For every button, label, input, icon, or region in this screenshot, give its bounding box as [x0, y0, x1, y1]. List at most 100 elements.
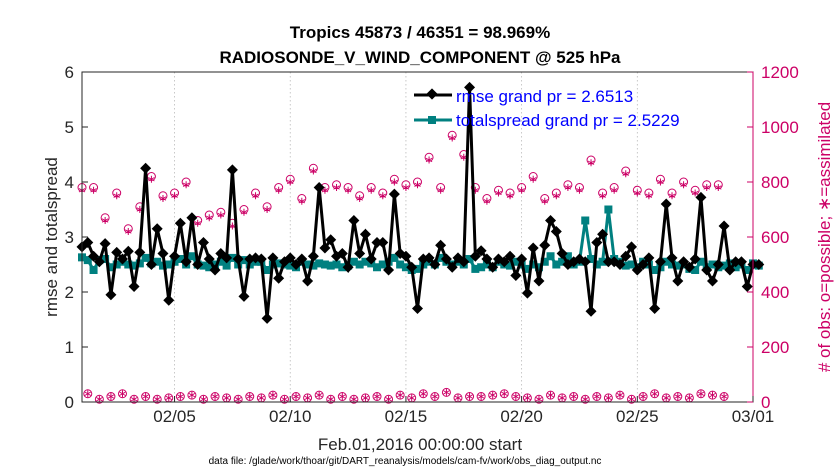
rmse-point — [626, 241, 638, 253]
obs-assimilated-point — [177, 393, 184, 400]
obs-possible-point — [326, 394, 336, 404]
obs-assimilated-point — [610, 186, 618, 194]
obs-assimilated-point — [500, 390, 508, 398]
x-tick-label: 02/05 — [153, 407, 196, 426]
obs-assimilated-point — [414, 181, 421, 189]
obs-assimilated-point — [605, 394, 612, 402]
obs-possible-point — [245, 392, 255, 401]
obs-assimilated-point — [477, 393, 485, 400]
rmse-point — [325, 234, 337, 246]
rmse-point — [735, 256, 747, 268]
obs-assimilated-point — [489, 391, 496, 399]
y-left-tick-label: 1 — [65, 338, 74, 357]
spread-point — [529, 260, 538, 269]
rmse-point — [238, 290, 250, 302]
obs-assimilated-point — [709, 391, 716, 399]
legend-rmse-label: rmse grand pr = 2.6513 — [456, 87, 633, 106]
rmse-point — [383, 264, 395, 276]
rmse-point — [336, 248, 348, 259]
obs-assimilated-point — [651, 390, 658, 398]
rmse-point — [105, 289, 117, 301]
spread-point — [621, 261, 630, 270]
rmse-point — [192, 259, 204, 270]
spread-point — [662, 257, 671, 266]
rmse-point — [649, 303, 661, 314]
spread-point — [396, 260, 405, 269]
rmse-point — [660, 198, 672, 210]
obs-assimilated-point — [639, 393, 647, 400]
obs-assimilated-point — [720, 393, 728, 400]
obs-assimilated-point — [246, 393, 254, 400]
rmse-point — [654, 256, 666, 268]
obs-possible-point — [198, 394, 208, 404]
obs-assimilated-point — [159, 195, 167, 202]
spread-point — [627, 260, 636, 269]
spread-point — [540, 257, 549, 266]
rmse-point — [753, 259, 765, 270]
spread-point — [604, 205, 613, 214]
obs-assimilated-point — [333, 184, 340, 191]
rmse-point — [313, 182, 325, 193]
rmse-point — [481, 253, 493, 265]
spread-point — [326, 261, 335, 270]
rmse-point — [221, 252, 233, 264]
spread-point — [563, 252, 572, 261]
rmse-point — [255, 253, 267, 265]
obs-assimilated-point — [634, 189, 641, 197]
rmse-point — [365, 253, 377, 265]
spread-point — [315, 259, 324, 268]
x-axis-label: Feb.01,2016 00:00:00 start — [318, 435, 522, 454]
spread-point — [124, 260, 133, 269]
obs-possible-point — [696, 389, 706, 399]
rmse-point — [307, 250, 319, 262]
obs-assimilated-point — [715, 184, 722, 191]
rmse-point — [741, 281, 753, 292]
rmse-point — [469, 250, 481, 262]
obs-possible-point — [152, 394, 162, 404]
y-axis-right-label: # of obs: o=possible; ∗=assimilated — [815, 102, 834, 372]
obs-possible-point — [94, 394, 104, 404]
rmse-point — [174, 217, 186, 229]
obs-assimilated-point — [252, 192, 259, 200]
obs-assimilated-point — [443, 388, 450, 396]
obs-assimilated-point — [662, 394, 670, 402]
obs-assimilated-point — [668, 192, 676, 200]
obs-assimilated-point — [263, 206, 271, 213]
spread-point — [581, 216, 590, 225]
obs-possible-point — [83, 389, 93, 399]
obs-possible-point — [291, 392, 301, 401]
obs-assimilated-point — [547, 391, 554, 399]
obs-possible-point — [673, 392, 683, 401]
spread-point — [112, 260, 121, 269]
obs-assimilated-point — [165, 394, 173, 402]
x-tick-label: 02/20 — [500, 407, 543, 426]
spread-point — [465, 255, 474, 263]
legend: rmse grand pr = 2.6513 totalspread grand… — [414, 87, 680, 130]
obs-possible-point — [719, 392, 729, 401]
spread-point — [708, 260, 717, 269]
obs-assimilated-point — [379, 192, 387, 200]
obs-possible-point — [233, 394, 243, 404]
obs-assimilated-point — [304, 394, 311, 402]
obs-assimilated-point — [292, 393, 300, 400]
x-tick-label: 02/10 — [269, 407, 312, 426]
rmse-point — [128, 281, 140, 292]
spread-point — [552, 260, 561, 269]
obs-assimilated-point — [454, 394, 462, 402]
obs-assimilated-point — [315, 391, 323, 399]
rmse-point — [504, 250, 516, 262]
obs-assimilated-point — [674, 393, 682, 400]
obs-assimilated-point — [431, 393, 439, 400]
obs-assimilated-point — [269, 391, 277, 399]
rmse-point — [388, 188, 400, 200]
y-left-tick-label: 2 — [65, 283, 74, 302]
rmse-point — [637, 259, 649, 270]
rmse-point — [435, 239, 447, 251]
spread-point — [216, 257, 225, 266]
rmse-point — [145, 259, 157, 270]
obs-assimilated-point — [391, 178, 398, 186]
obs-assimilated-point — [495, 189, 502, 197]
rmse-point — [93, 256, 105, 268]
rmse-point — [226, 164, 238, 176]
rmse-point — [498, 256, 510, 268]
